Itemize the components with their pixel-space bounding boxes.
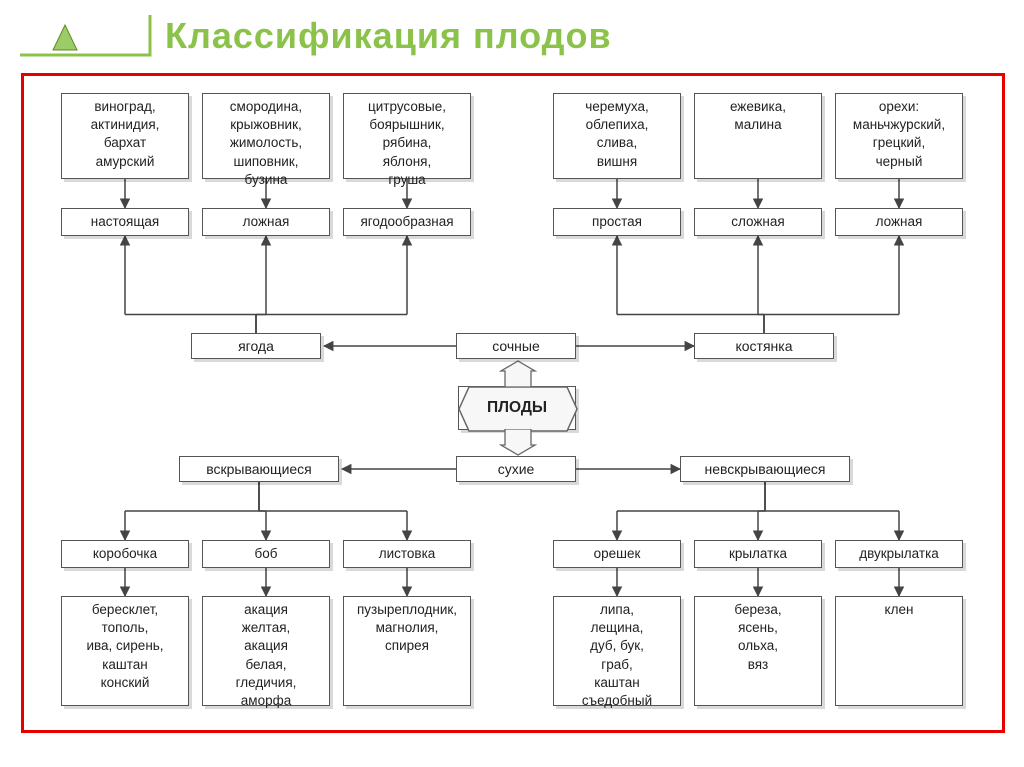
- diagram-box: крылатка: [694, 540, 822, 568]
- diagram-box: листовка: [343, 540, 471, 568]
- node-kostyanka: костянка: [694, 333, 834, 359]
- diagram-box: ложная: [202, 208, 330, 236]
- diagram-box: двукрылатка: [835, 540, 963, 568]
- corner-decoration: [15, 10, 155, 65]
- diagram-box: липа, лещина, дуб, бук, граб, каштан съе…: [553, 596, 681, 706]
- node-plody: ПЛОДЫ: [458, 386, 576, 430]
- diagram-box: виноград, актинидия, бархат амурский: [61, 93, 189, 179]
- diagram-box: черемуха, облепиха, слива, вишня: [553, 93, 681, 179]
- diagram-box: береза, ясень, ольха, вяз: [694, 596, 822, 706]
- diagram-box: коробочка: [61, 540, 189, 568]
- node-yagoda: ягода: [191, 333, 321, 359]
- diagram-box: цитрусовые, боярышник, рябина, яблоня, г…: [343, 93, 471, 179]
- diagram-box: клен: [835, 596, 963, 706]
- diagram-box: акация желтая, акация белая, гледичия, а…: [202, 596, 330, 706]
- page-title: Классификация плодов: [165, 15, 612, 57]
- diagram-box: сложная: [694, 208, 822, 236]
- diagram-box: орехи: маньчжурский, грецкий, черный: [835, 93, 963, 179]
- diagram-box: боб: [202, 540, 330, 568]
- node-sukhie: сухие: [456, 456, 576, 482]
- diagram-box: орешек: [553, 540, 681, 568]
- diagram-box: ягодообразная: [343, 208, 471, 236]
- diagram-box: пузыреплодник, магнолия, спирея: [343, 596, 471, 706]
- node-sochy: сочные: [456, 333, 576, 359]
- diagram-box: бересклет, тополь, ива, сирень, каштан к…: [61, 596, 189, 706]
- node-nevskr: невскрывающиеся: [680, 456, 850, 482]
- node-vskr: вскрывающиеся: [179, 456, 339, 482]
- diagram-box: ежевика, малина: [694, 93, 822, 179]
- diagram-box: смородина, крыжовник, жимолость, шиповни…: [202, 93, 330, 179]
- diagram-box: настоящая: [61, 208, 189, 236]
- diagram-frame: ПЛОДЫ сочные сухие ягода костянка вскрыв…: [21, 73, 1005, 733]
- diagram-box: ложная: [835, 208, 963, 236]
- diagram-box: простая: [553, 208, 681, 236]
